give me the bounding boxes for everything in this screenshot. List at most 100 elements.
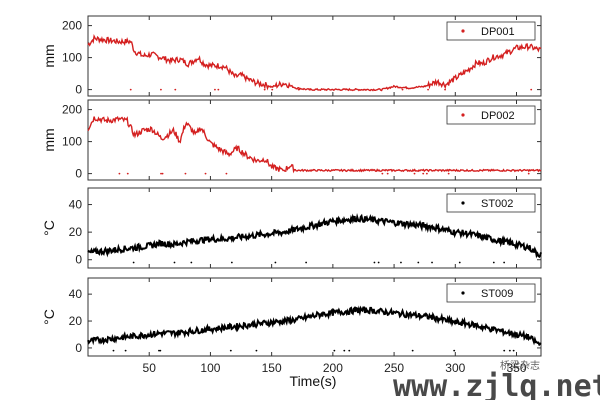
outlier-dot (348, 349, 351, 352)
outlier-dot (512, 349, 515, 352)
outlier-dot (174, 88, 177, 91)
outlier-dot (204, 172, 207, 175)
outlier-dot (255, 349, 258, 352)
y-axis-label: mm (41, 128, 57, 151)
outlier-dot (401, 88, 404, 91)
y-axis-label: mm (41, 44, 57, 67)
series-line-st002 (87, 213, 542, 259)
y-tick-label: 100 (62, 51, 82, 65)
chart-panels: 0100200mmDP0010100200mmDP00202040°CST002… (41, 15, 542, 375)
outlier-dot (225, 172, 228, 175)
outlier-dot (422, 172, 425, 175)
outlier-dot (159, 349, 162, 352)
y-tick-label: 0 (75, 253, 82, 267)
y-tick-label: 200 (62, 19, 82, 33)
outlier-dot (333, 349, 336, 352)
panel-st002: 0 20 40 °C ST002 (41, 187, 542, 269)
outlier-dot (132, 261, 135, 264)
series-line-dp001 (87, 33, 542, 92)
outlier-dot (386, 172, 389, 175)
legend-label: DP001 (481, 26, 515, 38)
legend-marker (461, 29, 465, 33)
y-tick-label: 0 (75, 167, 82, 181)
outlier-dot (362, 88, 365, 91)
outlier-dot (173, 261, 176, 264)
legend-box (446, 283, 536, 303)
outlier-dot (492, 261, 495, 264)
outlier-dot (417, 261, 420, 264)
outlier-dot (400, 261, 402, 264)
x-axis-label: Time(s) (290, 373, 337, 389)
outlier-dot (229, 349, 232, 352)
outlier-dot (508, 349, 511, 352)
x-tick-label: 50 (143, 361, 157, 375)
outlier-dot (411, 349, 414, 352)
outlier-dot (230, 261, 233, 264)
legend-label: ST002 (481, 198, 513, 210)
legend-marker (461, 113, 465, 117)
x-tick-label: 350 (506, 361, 526, 375)
outlier-dot (214, 88, 216, 91)
outlier-dot (297, 88, 300, 91)
y-tick-label: 40 (69, 287, 83, 301)
x-tick-label: 200 (323, 361, 343, 375)
y-tick-label: 20 (69, 314, 83, 328)
y-tick-label: 200 (62, 103, 82, 117)
outlier-dot (190, 261, 193, 264)
outlier-dot (309, 88, 312, 91)
y-tick-label: 20 (69, 225, 83, 239)
legend-label: ST009 (481, 288, 513, 300)
y-tick-label: 0 (75, 341, 82, 355)
legend-box (446, 105, 536, 125)
panel-dp001: 0 100 200 mm DP001 (41, 15, 542, 97)
outlier-dot (530, 88, 533, 91)
outlier-dot (425, 172, 428, 175)
outlier-dot (444, 88, 446, 91)
watermark: 桥梁杂志 www.zjlq.net (393, 359, 600, 400)
outlier-dot (184, 172, 187, 175)
y-tick-label: 40 (69, 198, 83, 212)
outlier-dot (161, 172, 164, 175)
watermark-url: www.zjlq.net (393, 369, 600, 400)
outlier-dot (527, 172, 530, 175)
outlier-dot (427, 88, 429, 91)
outlier-dot (373, 261, 376, 264)
x-tick-label: 150 (262, 361, 282, 375)
outlier-dot (381, 172, 384, 175)
outlier-dot (112, 349, 115, 352)
outlier-dot (124, 349, 127, 352)
y-axis-label: °C (41, 220, 57, 236)
outlier-dot (377, 261, 380, 264)
y-axis-label: °C (41, 309, 57, 325)
x-tick-label: 100 (200, 361, 220, 375)
outlier-dot (129, 88, 132, 91)
series-line-st009 (87, 305, 542, 347)
outlier-dot (160, 88, 162, 91)
outlier-dot (431, 261, 433, 264)
legend-marker (461, 291, 465, 295)
outlier-dot (263, 88, 266, 91)
outlier-dot (160, 172, 162, 175)
panel-st009: 0 20 40 50 100 150 200 250 300 350 °C ST009 (41, 277, 542, 375)
legend-marker (461, 201, 465, 205)
legend-box (446, 193, 536, 213)
series-line-dp002 (87, 115, 542, 174)
outlier-dot (217, 88, 220, 91)
outlier-dot (453, 349, 456, 352)
x-tick-label: 300 (445, 361, 465, 375)
outlier-dot (458, 261, 461, 264)
outlier-dot (503, 349, 506, 352)
outlier-dot (118, 172, 121, 175)
outlier-dot (413, 172, 416, 175)
legend-box (446, 21, 536, 41)
outlier-dot (274, 261, 277, 264)
x-tick-label: 250 (384, 361, 404, 375)
outlier-dot (126, 172, 129, 175)
outlier-dot (447, 172, 450, 175)
outlier-dot (503, 261, 506, 264)
outlier-dot (305, 261, 308, 264)
outlier-dot (343, 349, 346, 352)
outlier-dot (271, 88, 274, 91)
watermark-small-text: 桥梁杂志 (500, 359, 540, 372)
